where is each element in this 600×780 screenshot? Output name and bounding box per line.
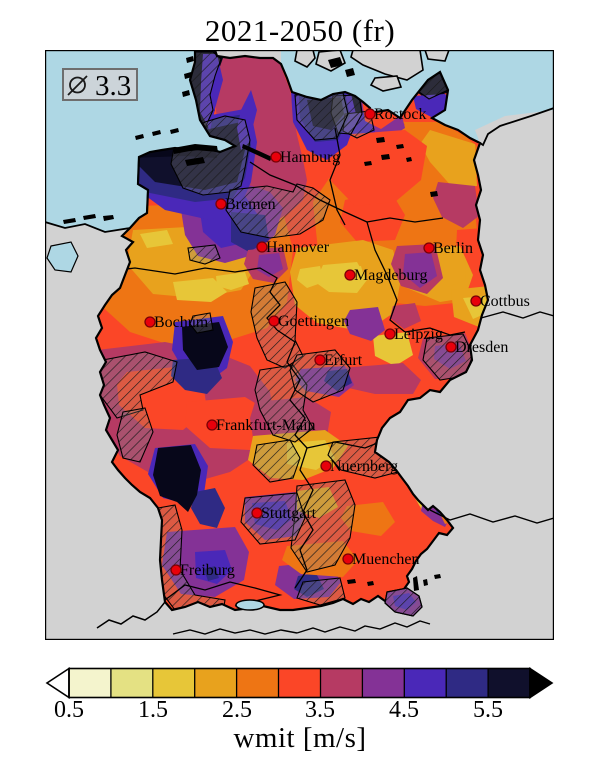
- svg-text:Nuernberg: Nuernberg: [330, 458, 398, 475]
- svg-text:Dresden: Dresden: [455, 339, 508, 356]
- svg-text:5.5: 5.5: [473, 697, 503, 723]
- svg-text:0.5: 0.5: [54, 697, 84, 723]
- svg-text:Frankfurt-Main: Frankfurt-Main: [216, 417, 316, 434]
- svg-text:Magdeburg: Magdeburg: [354, 267, 427, 284]
- svg-text:Muenchen: Muenchen: [352, 551, 420, 568]
- svg-text:Stuttgart: Stuttgart: [261, 505, 317, 522]
- svg-text:Hannover: Hannover: [266, 239, 330, 256]
- svg-text:Leipzig: Leipzig: [394, 326, 443, 343]
- svg-text:Freiburg: Freiburg: [180, 562, 235, 579]
- svg-text:1.5: 1.5: [138, 697, 168, 723]
- svg-text:Bochum: Bochum: [154, 314, 209, 331]
- svg-text:Bremen: Bremen: [225, 196, 276, 213]
- svg-text:Erfurt: Erfurt: [324, 352, 363, 369]
- svg-text:Berlin: Berlin: [433, 240, 473, 257]
- svg-text:3.5: 3.5: [305, 697, 335, 723]
- svg-text:Cottbus: Cottbus: [480, 293, 530, 310]
- svg-text:2.5: 2.5: [222, 697, 252, 723]
- svg-text:3.3: 3.3: [95, 70, 131, 102]
- svg-text:Hamburg: Hamburg: [280, 149, 340, 166]
- svg-text:Rostock: Rostock: [374, 106, 426, 123]
- svg-text:4.5: 4.5: [389, 697, 419, 723]
- svg-text:Goettingen: Goettingen: [278, 313, 349, 330]
